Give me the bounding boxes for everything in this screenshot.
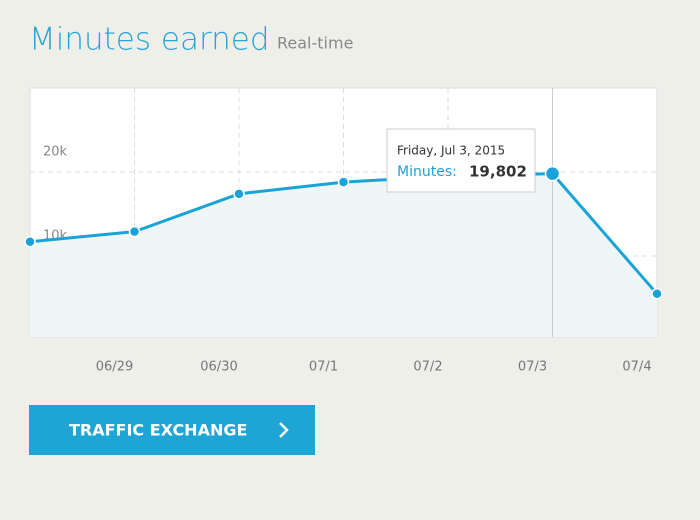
tooltip-value: 19,802 xyxy=(469,163,527,181)
chevron-icon[interactable] xyxy=(279,422,289,438)
traffic-exchange-button[interactable]: TRAFFIC EXCHANGE xyxy=(29,405,315,455)
tooltip-label: Minutes: xyxy=(397,164,457,180)
area-fill xyxy=(30,173,657,337)
x-tick-label: 07/1 xyxy=(309,360,338,375)
subtitle: Real-time xyxy=(277,34,353,53)
button-bg[interactable] xyxy=(29,405,315,455)
x-tick-label: 07/3 xyxy=(518,360,547,375)
tooltip-date: Friday, Jul 3, 2015 xyxy=(397,144,505,158)
tooltip: Friday, Jul 3, 2015 Minutes: 19,802 xyxy=(386,128,536,193)
x-tick-label: 06/29 xyxy=(96,360,133,375)
tooltip-box xyxy=(386,128,536,193)
point xyxy=(24,235,36,248)
point xyxy=(128,225,141,238)
title: Minutes earned xyxy=(29,22,270,58)
point xyxy=(651,288,663,300)
button-label[interactable]: TRAFFIC EXCHANGE xyxy=(69,421,247,440)
point xyxy=(233,188,245,200)
y-tick-label: 20k xyxy=(43,145,68,160)
x-tick-label: 06/30 xyxy=(200,360,237,375)
x-tick-label: 07/4 xyxy=(622,360,651,375)
point xyxy=(544,165,561,182)
x-tick-label: 07/2 xyxy=(413,360,442,375)
point xyxy=(337,176,350,188)
